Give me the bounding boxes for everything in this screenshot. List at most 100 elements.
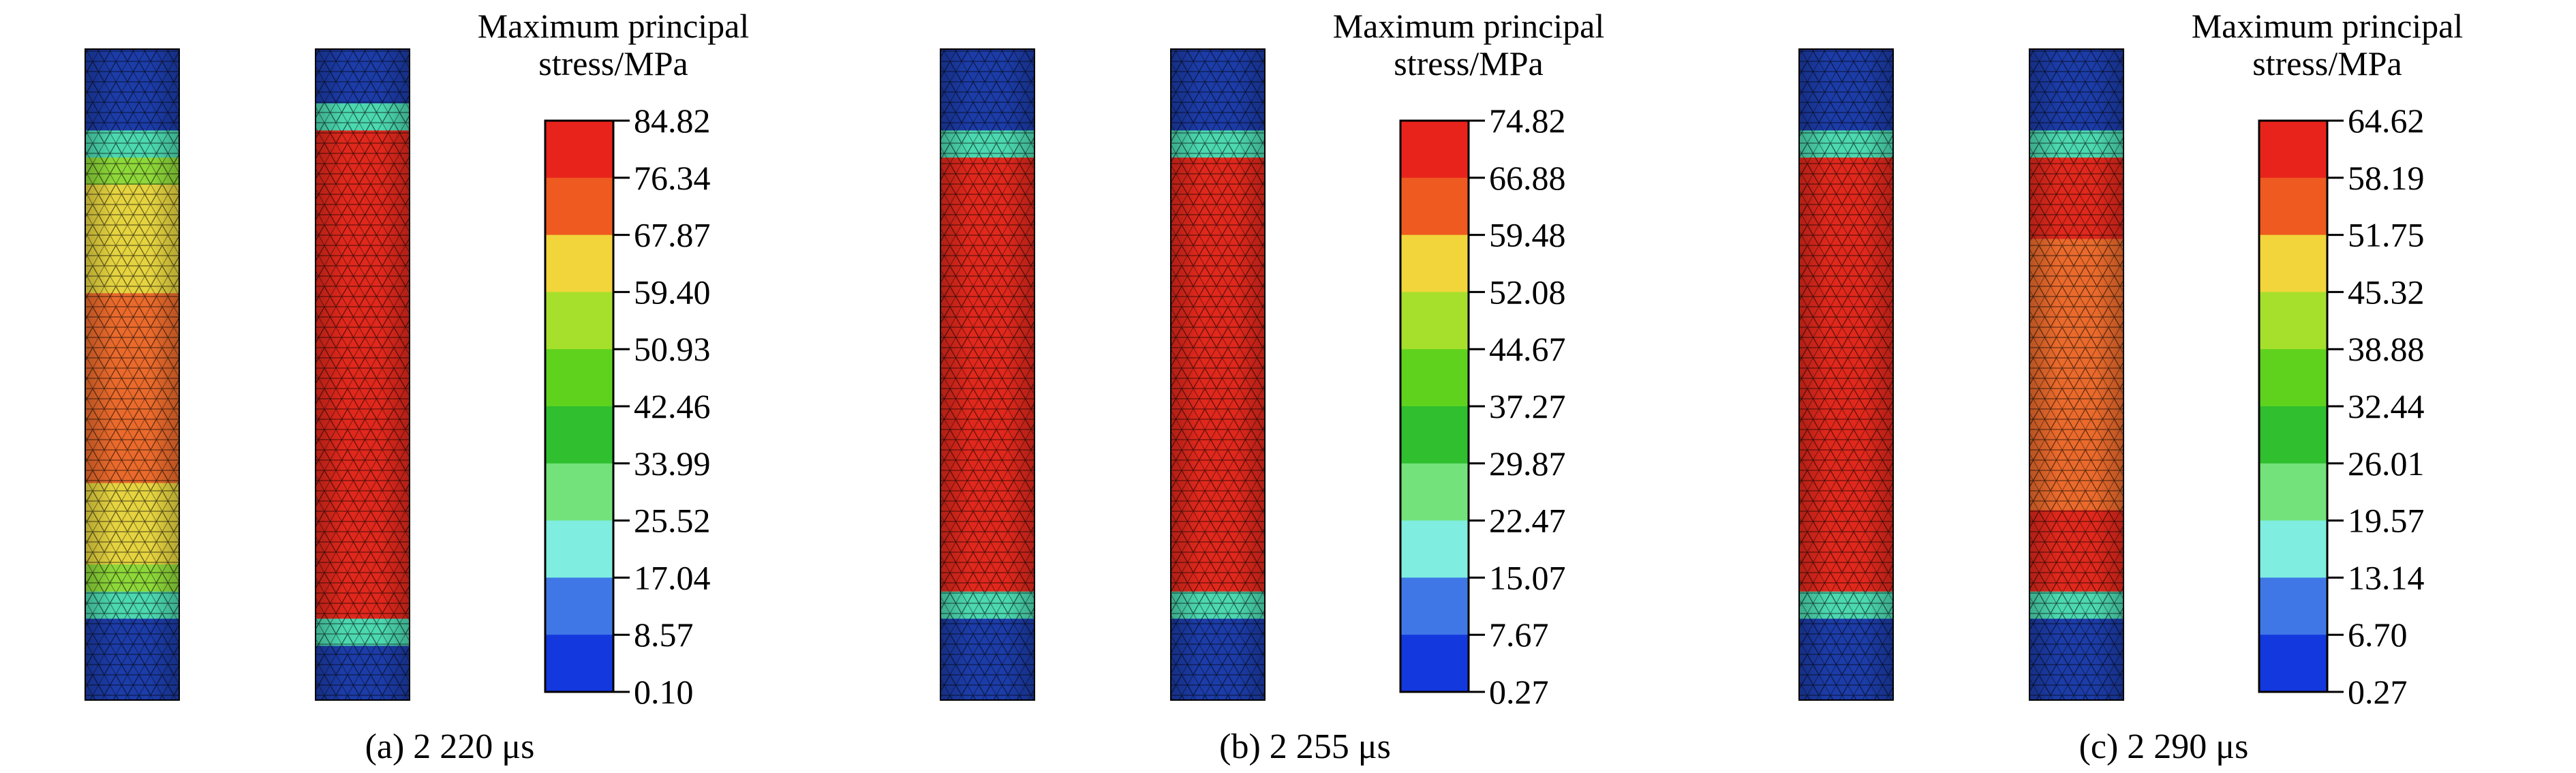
colorbar-segment — [1400, 234, 1469, 292]
colorbar-tick-label: 58.19 — [2348, 159, 2425, 197]
colorbar-segment — [1400, 406, 1469, 464]
colorbar-tick-label: 42.46 — [634, 387, 711, 425]
colorbar-segment — [2259, 463, 2327, 521]
colorbar-tick-label: 50.93 — [634, 330, 711, 368]
specimen-c-left — [1798, 48, 1894, 701]
colorbar-segment — [1400, 463, 1469, 521]
legend-title-b-line1: Maximum principal — [1333, 7, 1605, 45]
specimen-b-right — [1170, 48, 1266, 701]
colorbar-segment — [1400, 577, 1469, 635]
colorbar-tick-label: 66.88 — [1489, 159, 1566, 197]
specimen-shading — [2029, 49, 2123, 700]
colorbar-c: 64.62 58.19 51.75 45.32 38.88 32.44 26.01 19.57… — [2258, 102, 2425, 711]
colorbar-tick-label: 76.34 — [634, 159, 711, 197]
specimen-outline — [1798, 48, 1894, 701]
legend-b: Maximum principal stress/MPa 74.82 66.88 5… — [1333, 7, 1605, 711]
colorbar-segment — [2259, 520, 2327, 578]
colorbar-segment — [545, 177, 613, 236]
colorbar-tick-label: 26.01 — [2348, 444, 2425, 483]
colorbar-b: 74.82 66.88 59.48 52.08 44.67 37.27 29.87 22.47… — [1399, 102, 1566, 711]
specimen-c-right — [2029, 48, 2124, 701]
specimen-shading — [1171, 49, 1265, 700]
colorbar-segment — [1400, 349, 1469, 407]
colorbar-tick-label: 52.08 — [1489, 273, 1566, 311]
specimen-outline — [2029, 48, 2124, 701]
colorbar-tick-label: 44.67 — [1489, 330, 1566, 368]
specimen-shading — [940, 49, 1034, 700]
colorbar-segment — [2259, 406, 2327, 464]
colorbar-tick-label: 64.62 — [2348, 102, 2425, 140]
colorbar-tick-label: 51.75 — [2348, 216, 2425, 254]
colorbar-tick-label: 32.44 — [2348, 387, 2425, 425]
colorbar-segment — [1400, 292, 1469, 350]
specimen-outline — [85, 48, 180, 701]
colorbar-segment — [545, 121, 613, 179]
colorbar-segment — [2259, 234, 2327, 292]
colorbar-tick-label: 13.14 — [2348, 558, 2425, 596]
legend-c: Maximum principal stress/MPa 64.62 58.19 5… — [2192, 7, 2464, 711]
legend-title-c-line2: stress/MPa — [2252, 44, 2402, 82]
colorbar-segment — [545, 520, 613, 578]
colorbar-segment — [545, 577, 613, 635]
colorbar-tick-label: 15.07 — [1489, 558, 1566, 596]
specimen-b-left — [940, 48, 1035, 701]
colorbar-tick-label: 22.47 — [1489, 502, 1566, 540]
colorbar-tick-label: 74.82 — [1489, 102, 1566, 140]
colorbar-tick-label: 37.27 — [1489, 387, 1566, 425]
colorbar-segment — [2259, 577, 2327, 635]
colorbar-tick-label: 59.40 — [634, 273, 711, 311]
colorbar-tick-label: 45.32 — [2348, 273, 2425, 311]
colorbar-tick-label: 33.99 — [634, 444, 711, 483]
colorbar-tick-label: 6.70 — [2348, 616, 2408, 654]
colorbar-tick-label: 84.82 — [634, 102, 711, 140]
colorbar-tick-label: 59.48 — [1489, 216, 1566, 254]
specimen-shading — [85, 49, 179, 700]
caption-c: (c) 2 290 μs — [2079, 727, 2249, 766]
colorbar-segment — [545, 292, 613, 350]
specimen-outline — [1170, 48, 1266, 701]
specimen-a-right — [315, 48, 410, 701]
specimen-outline — [315, 48, 410, 701]
colorbar-tick-label: 8.57 — [634, 616, 694, 654]
colorbar-a: 84.82 76.34 67.87 59.40 50.93 42.46 33.99 25.52… — [544, 102, 711, 711]
colorbar-segment — [545, 635, 613, 693]
colorbar-segment — [1400, 520, 1469, 578]
legend-title-c-line1: Maximum principal — [2192, 7, 2464, 45]
colorbar-segment — [2259, 349, 2327, 407]
colorbar-tick-label: 67.87 — [634, 216, 711, 254]
specimen-a-left — [85, 48, 180, 701]
caption-a: (a) 2 220 μs — [365, 727, 535, 766]
colorbar-tick-label: 19.57 — [2348, 502, 2425, 540]
colorbar-segment — [2259, 292, 2327, 350]
specimen-shading — [1799, 49, 1893, 700]
colorbar-tick-label: 17.04 — [634, 558, 711, 596]
caption-b: (b) 2 255 μs — [1219, 727, 1391, 766]
colorbar-segment — [2259, 177, 2327, 236]
panel-a: Maximum principal stress/MPa 84.82 76.34 6… — [85, 7, 749, 766]
colorbar-segment — [1400, 635, 1469, 693]
colorbar-segment — [1400, 177, 1469, 236]
specimen-outline — [940, 48, 1035, 701]
specimen-shading — [316, 49, 410, 700]
colorbar-tick-label: 0.10 — [634, 673, 694, 711]
colorbar-segment — [545, 234, 613, 292]
colorbar-tick-label: 7.67 — [1489, 616, 1549, 654]
colorbar-segment — [545, 406, 613, 464]
colorbar-tick-label: 25.52 — [634, 502, 711, 540]
colorbar-tick-label: 38.88 — [2348, 330, 2425, 368]
colorbar-segment — [545, 349, 613, 407]
colorbar-tick-label: 0.27 — [1489, 673, 1549, 711]
colorbar-segment — [2259, 635, 2327, 693]
colorbar-tick-label: 0.27 — [2348, 673, 2408, 711]
legend-title-a-line2: stress/MPa — [538, 44, 688, 82]
legend-a: Maximum principal stress/MPa 84.82 76.34 6… — [478, 7, 750, 711]
legend-title-b-line2: stress/MPa — [1394, 44, 1543, 82]
colorbar-segment — [1400, 121, 1469, 179]
panel-c: Maximum principal stress/MPa 64.62 58.19 5… — [1798, 7, 2464, 766]
colorbar-segment — [545, 463, 613, 521]
panel-b: Maximum principal stress/MPa 74.82 66.88 5… — [940, 7, 1604, 766]
legend-title-a-line1: Maximum principal — [478, 7, 750, 45]
colorbar-segment — [2259, 121, 2327, 179]
colorbar-tick-label: 29.87 — [1489, 444, 1566, 483]
